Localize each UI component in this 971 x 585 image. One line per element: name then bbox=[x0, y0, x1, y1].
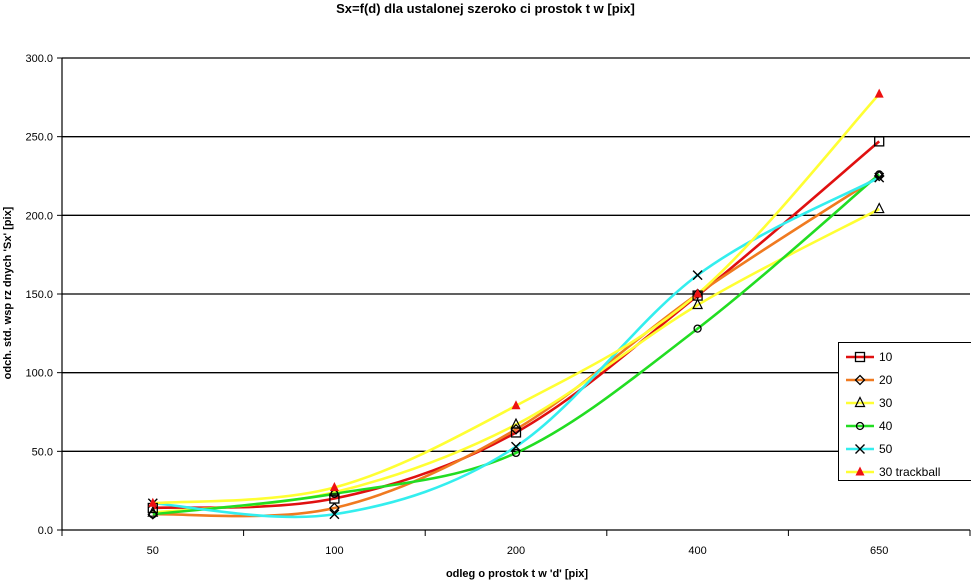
data-point bbox=[874, 88, 884, 98]
legend-label: 10 bbox=[879, 350, 893, 364]
data-point bbox=[511, 441, 521, 452]
legend-entry: 30 bbox=[845, 392, 892, 414]
data-point bbox=[873, 202, 885, 214]
data-point bbox=[329, 509, 340, 520]
legend-marker bbox=[855, 421, 865, 431]
series-line bbox=[152, 173, 881, 516]
x-tick-label: 100 bbox=[325, 545, 343, 557]
y-tick-label: 50.0 bbox=[32, 446, 53, 458]
legend-entry: 50 bbox=[845, 438, 892, 460]
legend-entry: 10 bbox=[845, 346, 892, 368]
legend-swatch bbox=[846, 351, 874, 363]
y-tick-label: 100.0 bbox=[25, 368, 53, 380]
series-line bbox=[152, 140, 881, 510]
series-lines bbox=[152, 93, 881, 519]
data-point bbox=[328, 502, 340, 514]
legend-swatch bbox=[846, 396, 874, 408]
legend-marker bbox=[854, 374, 866, 386]
legend-marker bbox=[855, 466, 865, 476]
y-tick-label: 200.0 bbox=[25, 210, 53, 222]
series-line bbox=[152, 93, 881, 505]
x-tick-label: 50 bbox=[147, 545, 159, 557]
legend-marker bbox=[854, 351, 866, 363]
data-point bbox=[692, 298, 704, 310]
legend-swatch bbox=[846, 421, 874, 431]
y-tick-label: 0.0 bbox=[38, 525, 53, 537]
data-point bbox=[511, 400, 521, 410]
series-line bbox=[152, 176, 880, 519]
legend-label: 30 bbox=[879, 396, 893, 410]
x-tick-label: 200 bbox=[507, 545, 525, 557]
legend-swatch bbox=[846, 466, 874, 476]
legend-entry: 30 trackball bbox=[845, 461, 940, 483]
legend-entry: 40 bbox=[845, 415, 892, 437]
legend: 10 20 30 40 50 30 trackball bbox=[838, 342, 971, 481]
axes bbox=[57, 57, 971, 536]
x-axis-label: odleg o prostok t w 'd' [pix] bbox=[445, 568, 589, 580]
data-point bbox=[148, 497, 158, 507]
data-point bbox=[148, 510, 157, 519]
legend-label: 30 trackball bbox=[879, 465, 941, 479]
legend-entry: 20 bbox=[845, 369, 892, 391]
legend-marker bbox=[855, 444, 865, 454]
data-point bbox=[874, 136, 885, 147]
series-markers bbox=[147, 88, 885, 520]
x-tick-label: 650 bbox=[870, 545, 888, 557]
data-point bbox=[692, 270, 703, 281]
legend-label: 20 bbox=[879, 373, 893, 387]
data-point bbox=[510, 417, 522, 429]
y-tick-label: 250.0 bbox=[25, 132, 53, 144]
legend-swatch bbox=[846, 374, 874, 386]
y-tick-labels: 0.0 50.0 100.0 150.0 200.0 250.0 300.0 bbox=[25, 53, 53, 537]
series-line bbox=[152, 207, 880, 514]
data-point bbox=[693, 324, 702, 333]
y-axis-label: odch. std. wsp rz dnych 'Sx' [pix] bbox=[2, 206, 14, 380]
grid-lines bbox=[62, 57, 970, 452]
y-tick-label: 300.0 bbox=[25, 53, 53, 65]
legend-swatch bbox=[846, 444, 874, 454]
y-tick-label: 150.0 bbox=[25, 289, 53, 301]
legend-label: 40 bbox=[879, 419, 893, 433]
data-point bbox=[693, 288, 703, 298]
data-point bbox=[511, 448, 521, 458]
legend-label: 50 bbox=[879, 442, 893, 456]
data-point bbox=[329, 482, 339, 492]
legend-marker bbox=[854, 396, 866, 408]
chart-title: Sx=f(d) dla ustalonej szeroko ci prostok… bbox=[336, 1, 635, 16]
x-tick-label: 400 bbox=[688, 545, 706, 557]
series-line bbox=[152, 174, 880, 518]
data-point bbox=[874, 172, 885, 183]
x-tick-labels: 50 100 200 400 650 bbox=[147, 545, 889, 557]
